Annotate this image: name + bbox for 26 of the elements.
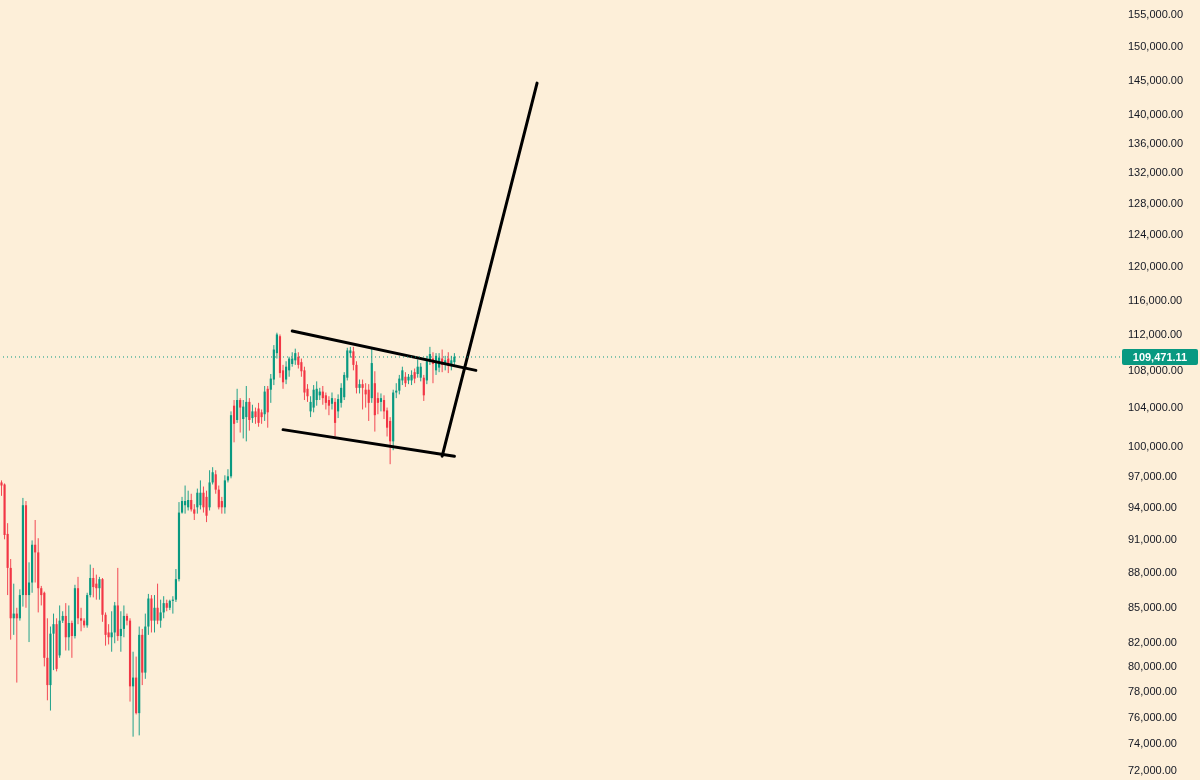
y-tick-label: 108,000.00: [1128, 364, 1184, 377]
y-tick-label: 78,000.00: [1128, 685, 1177, 698]
y-tick-label: 104,000.00: [1128, 401, 1184, 414]
y-tick-label: 82,000.00: [1128, 635, 1177, 648]
y-tick-label: 128,000.00: [1128, 196, 1184, 209]
y-tick-label: 124,000.00: [1128, 227, 1184, 240]
y-tick-label: 136,000.00: [1128, 136, 1184, 149]
y-tick-label: 72,000.00: [1128, 764, 1177, 777]
y-tick-label: 97,000.00: [1128, 470, 1177, 483]
y-tick-label: 155,000.00: [1128, 7, 1184, 20]
y-tick-label: 91,000.00: [1128, 533, 1177, 546]
y-tick-label: 132,000.00: [1128, 166, 1184, 179]
y-tick-label: 140,000.00: [1128, 108, 1184, 121]
y-tick-label: 85,000.00: [1128, 600, 1177, 613]
y-tick-label: 88,000.00: [1128, 566, 1177, 579]
y-tick-label: 76,000.00: [1128, 710, 1177, 723]
ref-line-label: 109,471.11: [1132, 351, 1188, 363]
y-tick-label: 116,000.00: [1128, 293, 1183, 306]
y-tick-label: 150,000.00: [1128, 40, 1184, 53]
y-tick-label: 120,000.00: [1128, 260, 1184, 273]
y-tick-label: 100,000.00: [1128, 440, 1184, 453]
y-tick-label: 94,000.00: [1128, 501, 1177, 514]
y-tick-label: 112,000.00: [1128, 328, 1183, 341]
y-tick-label: 80,000.00: [1128, 660, 1177, 673]
y-tick-label: 74,000.00: [1128, 737, 1177, 750]
y-tick-label: 145,000.00: [1128, 73, 1184, 86]
